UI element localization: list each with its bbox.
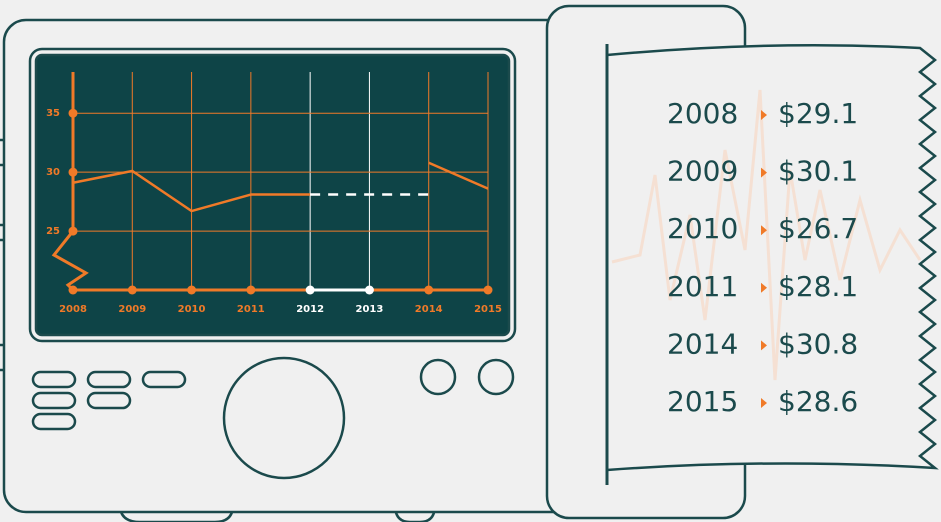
x-tick-label: 2012	[296, 304, 324, 315]
receipt-value: $26.7	[778, 212, 858, 245]
x-tick-label: 2010	[178, 304, 206, 315]
x-dot	[246, 286, 255, 295]
receipt-year: 2008	[667, 97, 738, 130]
x-dot	[306, 286, 315, 295]
receipt-value: $30.8	[778, 327, 858, 360]
x-dot	[187, 286, 196, 295]
x-tick-label: 2008	[59, 304, 87, 315]
receipt-year: 2014	[667, 327, 738, 360]
x-dot	[365, 286, 374, 295]
device	[0, 6, 935, 522]
x-tick-label: 2014	[415, 304, 443, 315]
y-tick-label: 35	[46, 108, 60, 119]
receipt-year: 2015	[667, 385, 738, 418]
y-tick-label: 30	[46, 167, 60, 178]
receipt-year: 2011	[667, 270, 738, 303]
x-dot	[484, 286, 493, 295]
y-tick-label: 25	[46, 226, 60, 237]
illustration: 25 30 35 2008 2009 2010 2011 2012 2013 2014 2015 2…	[0, 0, 941, 522]
x-dot	[424, 286, 433, 295]
receipt-value: $28.6	[778, 385, 858, 418]
receipt-year: 2009	[667, 155, 738, 188]
receipt-value: $29.1	[778, 97, 858, 130]
x-dot	[128, 286, 137, 295]
x-tick-label: 2013	[356, 304, 384, 315]
x-dot	[69, 286, 78, 295]
receipt-year: 2010	[667, 212, 738, 245]
x-tick-label: 2009	[118, 304, 146, 315]
x-tick-label: 2015	[474, 304, 502, 315]
x-tick-label: 2011	[237, 304, 265, 315]
receipt-value: $30.1	[778, 155, 858, 188]
receipt-value: $28.1	[778, 270, 858, 303]
